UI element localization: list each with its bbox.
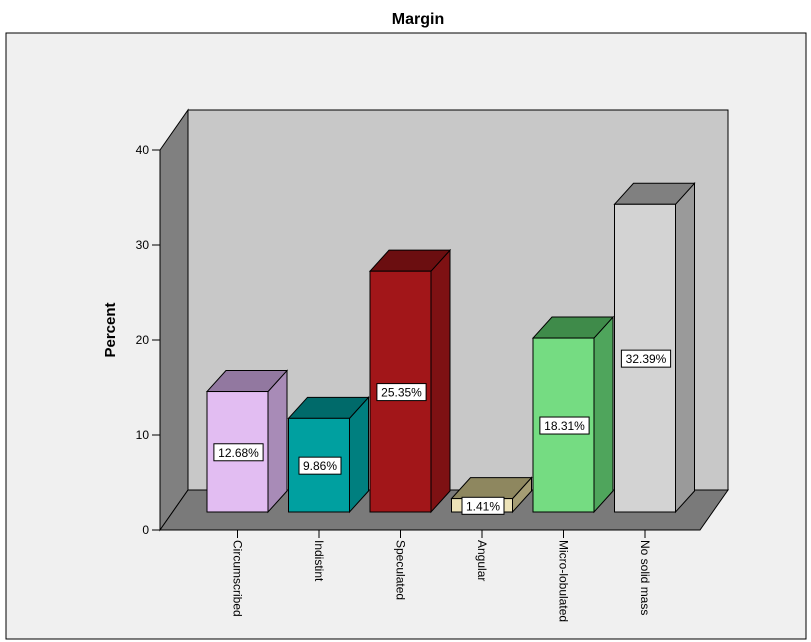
y-tick-label: 10 xyxy=(136,428,150,442)
x-tick-label: Circumscribed xyxy=(231,540,245,617)
side-wall xyxy=(159,108,189,532)
data-label-box xyxy=(213,443,264,462)
x-tick-label: Angular xyxy=(475,540,489,581)
x-tick-label: Indistint xyxy=(312,540,326,582)
y-tick-label: 20 xyxy=(136,333,150,347)
data-label-box xyxy=(376,383,427,402)
y-axis: 0 10 20 30 40 xyxy=(136,143,161,537)
bar-5: 18.31% xyxy=(531,315,615,514)
x-tick-label: Micro-lobulated xyxy=(557,540,571,622)
bar-side xyxy=(430,248,451,514)
y-tick-label: 0 xyxy=(142,523,149,537)
data-label: 25.35% xyxy=(381,386,422,400)
bar-4: 1.41% xyxy=(450,476,533,515)
x-axis: Circumscribed Indistint Speculated Angular M… xyxy=(160,529,700,622)
data-label-box xyxy=(298,456,342,475)
bar-2: 9.86% xyxy=(287,396,370,514)
bar-side xyxy=(675,181,695,514)
data-label-box xyxy=(461,496,505,515)
y-tick-label: 30 xyxy=(136,238,150,252)
data-label: 32.39% xyxy=(626,352,667,366)
bar-3: 25.35% xyxy=(368,248,452,514)
y-axis-label: Percent xyxy=(102,302,119,357)
bar-side xyxy=(593,315,614,514)
data-label-box xyxy=(620,349,672,368)
y-tick-label: 40 xyxy=(136,143,150,157)
data-label: 12.68% xyxy=(218,446,259,460)
bar-side xyxy=(267,369,288,514)
x-tick-label: No solid mass xyxy=(638,540,652,615)
bar-1: 12.68% xyxy=(205,369,289,514)
data-label: 18.31% xyxy=(544,419,585,433)
bar-6: 32.39% xyxy=(613,181,696,514)
data-label: 9.86% xyxy=(303,459,337,473)
x-tick-label: Speculated xyxy=(394,540,408,600)
data-label: 1.41% xyxy=(466,499,500,513)
bars: 12.68% 9.86% 25.35% 1.41% 18.31% 32.39% xyxy=(205,181,696,515)
chart-title: Margin xyxy=(392,11,444,28)
data-label-box xyxy=(539,416,590,435)
